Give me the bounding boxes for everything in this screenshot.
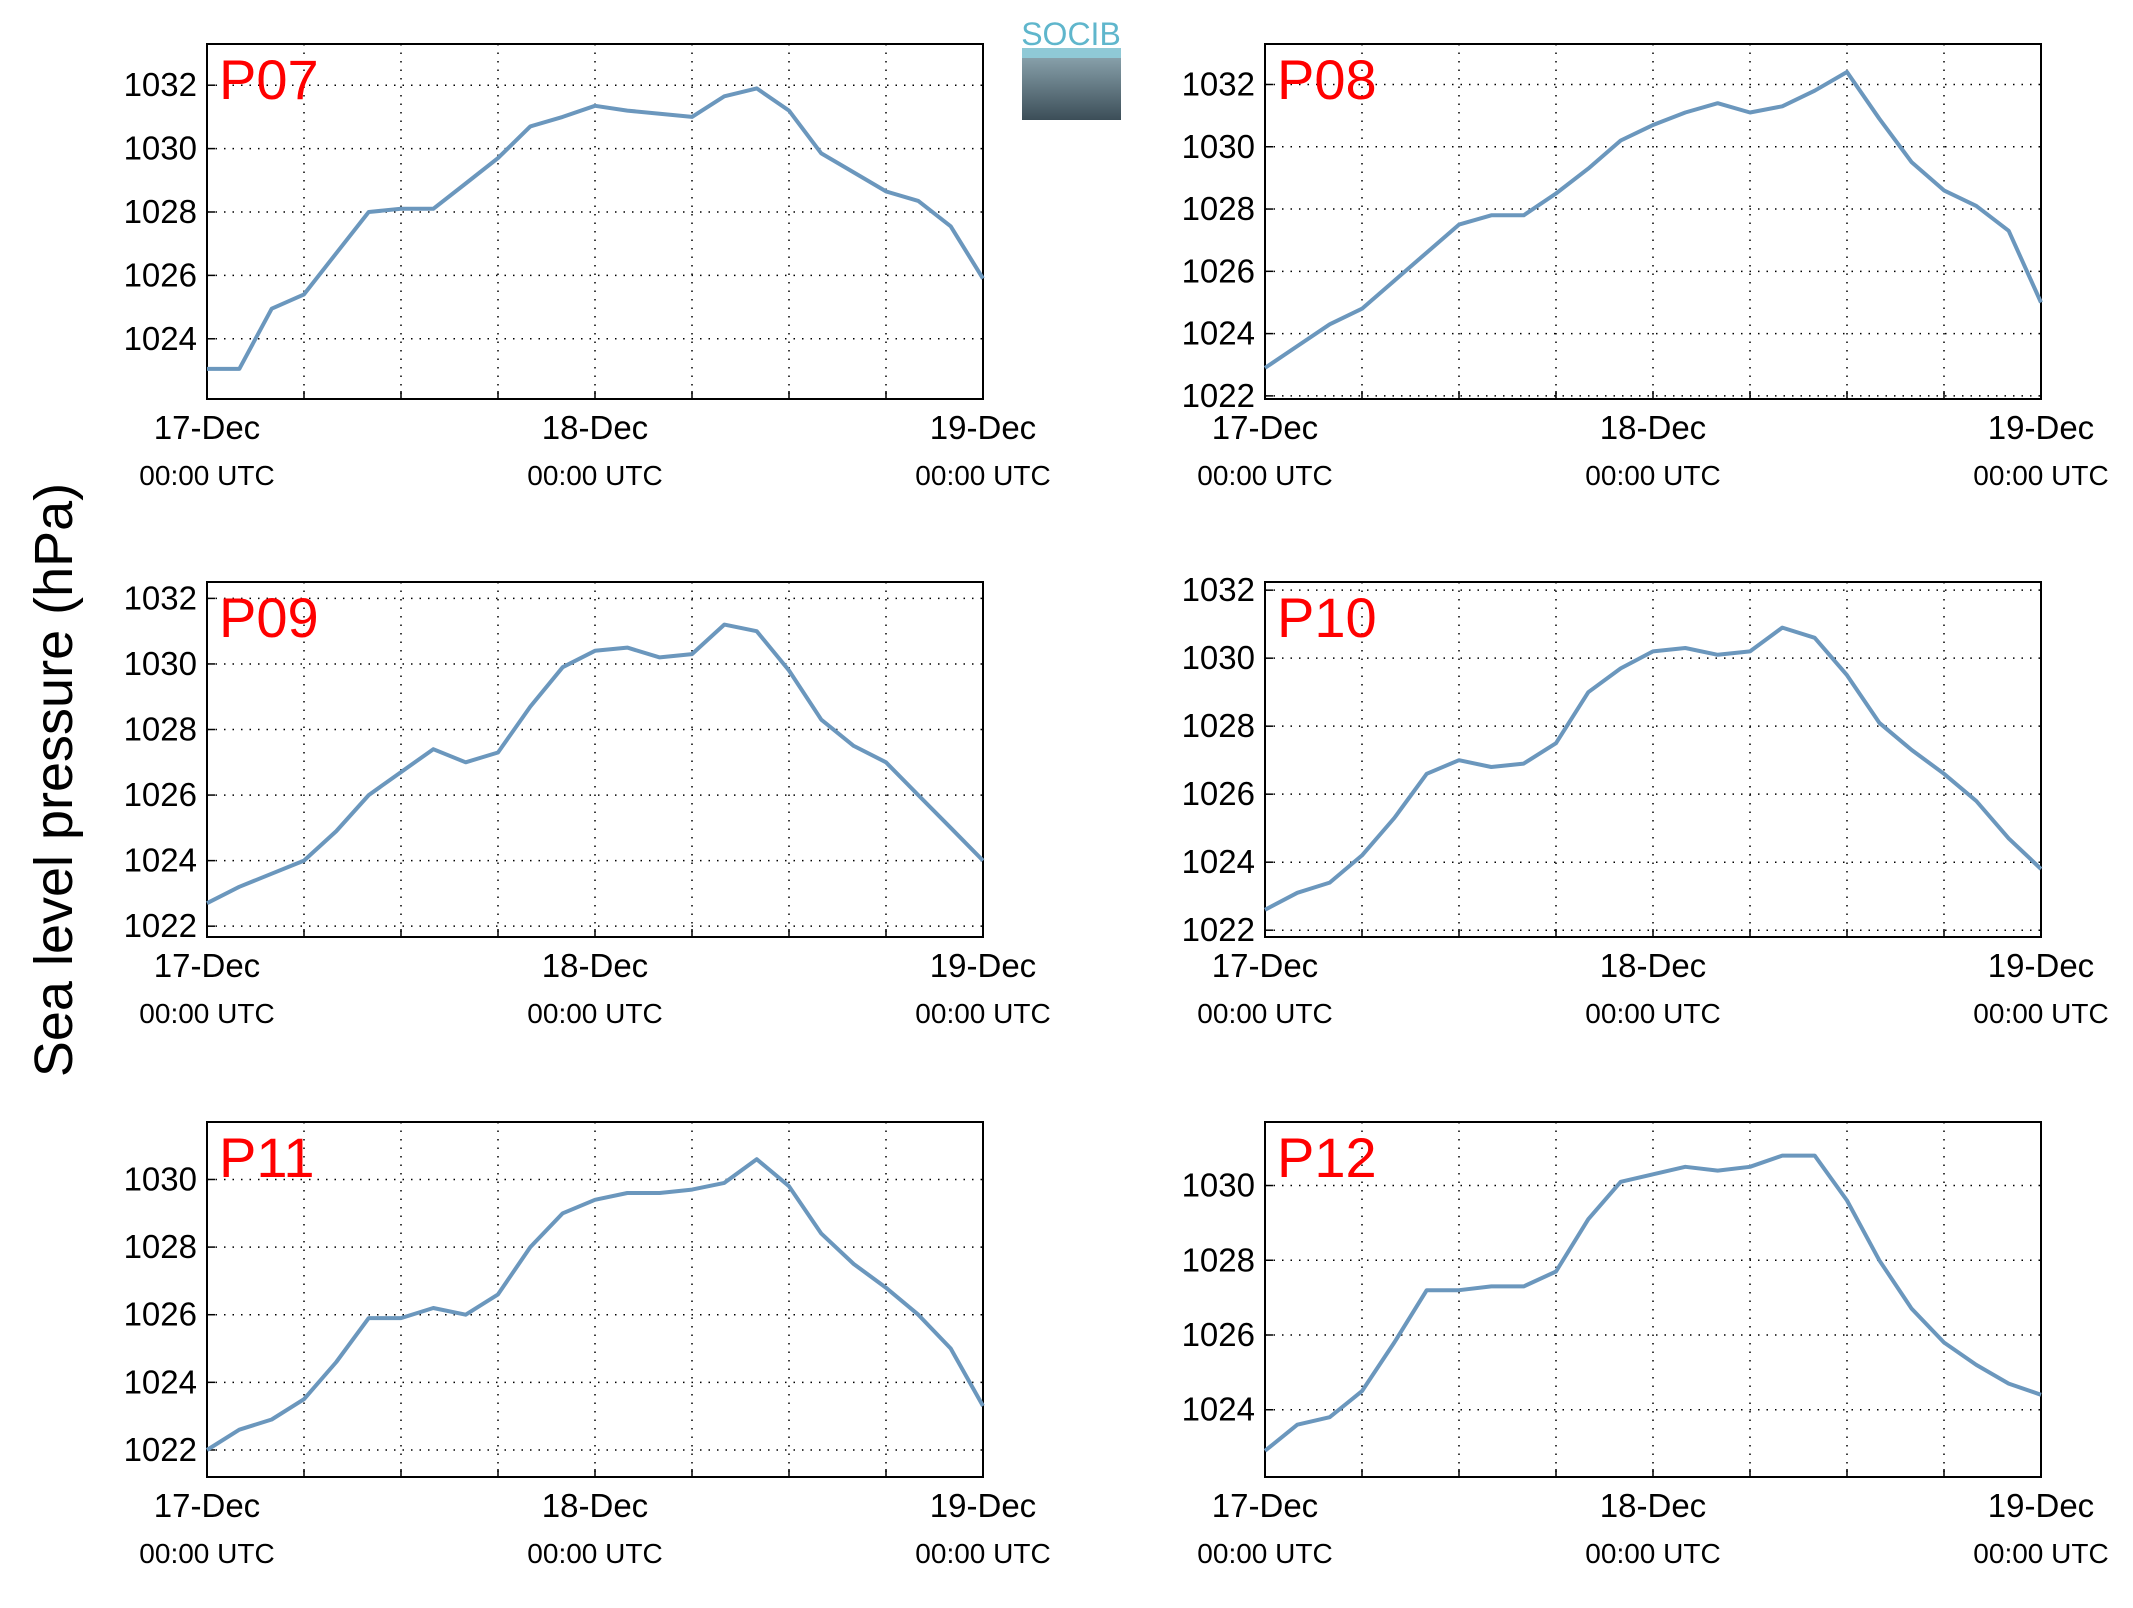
panel: 1024 1026 1028 1030 1032 17-Dec 00:00 UTC 18-De…: [124, 43, 1051, 491]
series-line: [205, 1157, 985, 1452]
plot-area: [207, 1122, 983, 1477]
x-tick-label: 19-Dec 00:00 UTC: [1973, 947, 2108, 1029]
x-tick-label: 17-Dec 00:00 UTC: [1197, 947, 1332, 1029]
y-tick-label: 1030: [124, 645, 197, 682]
y-tick-label: 1032: [124, 66, 197, 103]
x-tick-label: 19-Dec 00:00 UTC: [915, 1487, 1050, 1569]
panel-title: P09: [219, 586, 319, 649]
panel: 1022 1024 1026 1028 1030 1032 17-Dec 00:00 UTC 1…: [124, 579, 1051, 1029]
plot-frame: [206, 43, 984, 400]
y-tick-label: 1030: [124, 1160, 197, 1197]
plot-frame: [206, 1121, 984, 1478]
panel-title: P12: [1277, 1126, 1377, 1189]
logo-wave: [1022, 48, 1121, 58]
y-tick-label: 1024: [1182, 315, 1255, 352]
y-tick-label: 1024: [1182, 843, 1255, 880]
y-tick-label: 1032: [1182, 65, 1255, 102]
panel-title: P10: [1277, 586, 1377, 649]
panel: 1022 1024 1026 1028 1030 1032 17-Dec 00:00 UTC 1…: [1182, 571, 2109, 1029]
x-tick-label: 17-Dec 00:00 UTC: [1197, 1487, 1332, 1569]
plot-frame: [206, 581, 984, 938]
series-line: [1264, 625, 2043, 912]
x-tick-label: 17-Dec 00:00 UTC: [139, 947, 274, 1029]
panel: 1022 1024 1026 1028 1030 17-Dec 00:00 UTC 18-De…: [124, 1121, 1051, 1569]
y-tick-label: 1032: [124, 579, 197, 616]
series-line: [206, 622, 985, 905]
panel: 1024 1026 1028 1030 17-Dec 00:00 UTC 18-Dec 00:…: [1182, 1121, 2109, 1569]
y-axis-label: Sea level pressure (hPa): [24, 483, 84, 1077]
x-tick-label: 18-Dec 00:00 UTC: [527, 409, 662, 491]
x-tick-label: 19-Dec 00:00 UTC: [1973, 409, 2108, 491]
x-tick-label: 19-Dec 00:00 UTC: [915, 409, 1050, 491]
logo-text: SOCIB: [1021, 16, 1121, 52]
x-tick-label: 18-Dec 00:00 UTC: [1585, 1487, 1720, 1569]
plot-area: [207, 582, 983, 937]
y-tick-label: 1026: [124, 776, 197, 813]
y-tick-label: 1030: [124, 130, 197, 167]
panel-title: P08: [1277, 48, 1377, 111]
panel-title: P07: [219, 48, 319, 111]
x-tick-label: 17-Dec 00:00 UTC: [139, 1487, 274, 1569]
y-tick-label: 1022: [1182, 377, 1255, 414]
y-tick-label: 1024: [124, 842, 197, 879]
y-tick-label: 1030: [1182, 1167, 1255, 1204]
plot-frame: [1264, 43, 2042, 400]
x-tick-label: 17-Dec 00:00 UTC: [1197, 409, 1332, 491]
plot-area: [1265, 1122, 2041, 1477]
x-tick-label: 17-Dec 00:00 UTC: [139, 409, 274, 491]
panel: 1022 1024 1026 1028 1030 1032 17-Dec 00:00 UTC 1…: [1182, 43, 2109, 491]
panel-title: P11: [219, 1126, 314, 1189]
plot-area: [1265, 44, 2041, 399]
y-tick-label: 1024: [1182, 1391, 1255, 1428]
logo-graphic: [1022, 55, 1121, 120]
y-tick-label: 1024: [124, 1363, 197, 1400]
y-tick-label: 1028: [1182, 707, 1255, 744]
plot-area: [1265, 582, 2041, 937]
series-line: [1263, 1153, 2042, 1453]
y-tick-label: 1028: [124, 711, 197, 748]
plot-frame: [1264, 1121, 2042, 1478]
plot-area: [207, 44, 983, 399]
x-tick-label: 19-Dec 00:00 UTC: [1973, 1487, 2108, 1569]
y-tick-label: 1026: [1182, 775, 1255, 812]
series-line: [1263, 70, 2043, 370]
y-tick-label: 1028: [124, 193, 197, 230]
x-tick-label: 19-Dec 00:00 UTC: [915, 947, 1050, 1029]
x-tick-label: 18-Dec 00:00 UTC: [1585, 947, 1720, 1029]
y-tick-label: 1026: [1182, 1316, 1255, 1353]
y-tick-label: 1028: [124, 1228, 197, 1265]
y-tick-label: 1030: [1182, 128, 1255, 165]
y-tick-label: 1024: [124, 320, 197, 357]
y-tick-label: 1022: [124, 907, 197, 944]
plot-frame: [1264, 581, 2042, 938]
y-tick-label: 1028: [1182, 190, 1255, 227]
x-tick-label: 18-Dec 00:00 UTC: [527, 1487, 662, 1569]
y-tick-label: 1026: [124, 256, 197, 293]
y-tick-label: 1026: [1182, 252, 1255, 289]
y-tick-label: 1030: [1182, 639, 1255, 676]
y-tick-label: 1028: [1182, 1241, 1255, 1278]
x-tick-label: 18-Dec 00:00 UTC: [1585, 409, 1720, 491]
logo: SOCIB: [1021, 16, 1121, 120]
y-tick-label: 1026: [124, 1296, 197, 1333]
x-tick-label: 18-Dec 00:00 UTC: [527, 947, 662, 1029]
y-tick-label: 1022: [124, 1431, 197, 1468]
series-line: [207, 86, 985, 371]
y-tick-label: 1022: [1182, 911, 1255, 948]
y-tick-label: 1032: [1182, 571, 1255, 608]
